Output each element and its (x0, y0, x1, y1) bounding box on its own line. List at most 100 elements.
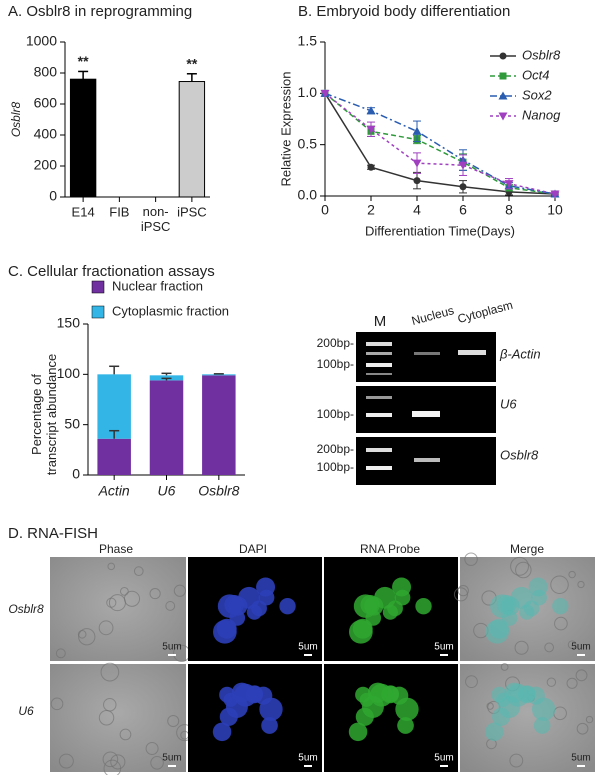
marker (458, 161, 468, 170)
texture (110, 754, 126, 770)
texture (165, 601, 176, 611)
texture (173, 584, 187, 597)
texture (106, 597, 117, 608)
texture (145, 741, 159, 756)
merge-signal (533, 717, 551, 734)
texture (509, 753, 524, 768)
texture (585, 715, 594, 724)
y-axis-label: Percentage oftranscript abundance (29, 354, 59, 475)
y-tick-label: 0.0 (298, 187, 318, 203)
texture (107, 562, 116, 571)
micrograph: 5um (324, 664, 458, 772)
bar (178, 81, 206, 198)
probe-signal (355, 707, 374, 726)
micrograph: 5um (188, 664, 322, 772)
texture (575, 669, 588, 682)
micrograph: 5um (188, 557, 322, 661)
texture (576, 722, 589, 735)
legend-label: Nuclear fraction (112, 278, 203, 293)
micrograph: 5um (50, 557, 191, 663)
marker (459, 183, 467, 191)
y-tick-label: 600 (34, 95, 58, 111)
probe-signal (348, 722, 368, 742)
merge-signal (492, 707, 511, 726)
texture (78, 628, 96, 646)
scale-label: 5um (298, 753, 317, 764)
micrograph-image (324, 664, 458, 772)
significance-label: ** (78, 53, 89, 69)
x-tick-label: 4 (413, 202, 421, 218)
gene-label: U6 (500, 396, 517, 411)
micrograph-image (50, 664, 186, 772)
texture (546, 677, 557, 687)
nucleus (219, 686, 235, 703)
bar-segment (202, 375, 236, 475)
texture (544, 642, 555, 653)
row-label: Osblr8 (8, 602, 44, 616)
nucleus (259, 697, 283, 721)
texture (58, 753, 74, 769)
gene-label: Osblr8 (500, 447, 539, 462)
ladder-label: 200bp- (317, 336, 354, 350)
y-tick-label: 100 (57, 365, 81, 381)
gel-band (414, 458, 440, 462)
marker (504, 180, 514, 189)
x-tick-label: E14 (72, 204, 95, 219)
legend-label: Oct4 (522, 67, 549, 82)
texture (50, 697, 64, 711)
texture (457, 585, 469, 597)
x-tick-label: iPSC (177, 204, 207, 219)
marker (320, 89, 330, 98)
texture (102, 751, 119, 768)
gel-band (366, 413, 392, 417)
panel-title: A. Osblr8 in reprogramming (8, 3, 192, 20)
scale-label: 5um (434, 753, 453, 764)
x-tick-label: 8 (505, 202, 513, 218)
texture (486, 702, 494, 710)
y-axis-label: Osblr8 (9, 102, 23, 138)
texture (577, 580, 585, 589)
y-tick-label: 50 (64, 415, 80, 431)
probe-signal (367, 682, 388, 703)
column-label: RNA Probe (360, 542, 420, 556)
texture (550, 575, 569, 594)
y-axis-label: Relative Expression (278, 72, 293, 187)
probe-signal (360, 595, 380, 615)
nucleus (219, 707, 238, 726)
micrograph-image (460, 664, 595, 772)
texture (568, 570, 576, 579)
gel-band (366, 342, 392, 346)
column-label: DAPI (239, 542, 267, 556)
gel-band (366, 352, 392, 355)
gel-band (366, 373, 392, 375)
marker (366, 106, 376, 115)
x-tick-label: U6 (158, 483, 176, 499)
y-tick-label: 800 (34, 64, 58, 80)
x-tick-label: 6 (459, 202, 467, 218)
gel-lane-label: Nucleus (410, 303, 456, 328)
series-line (324, 92, 556, 195)
texture (510, 556, 529, 576)
legend-marker (498, 112, 508, 121)
texture (465, 675, 478, 689)
gel-band (412, 411, 440, 417)
series-line (324, 92, 556, 195)
texture (133, 566, 144, 576)
marker (412, 159, 422, 168)
marker (550, 190, 560, 199)
ladder-label: 100bp- (317, 407, 354, 421)
column-label: Merge (510, 542, 544, 556)
texture (515, 561, 532, 579)
gel-band (414, 352, 440, 355)
marker (413, 177, 421, 185)
gel-lane-label: Cytoplasm (456, 298, 514, 326)
ladder-label: 100bp- (317, 460, 354, 474)
nucleus (258, 589, 275, 606)
nucleus (279, 598, 296, 615)
probe-signal (349, 619, 373, 644)
merge-signal (491, 686, 508, 703)
legend-label: Sox2 (522, 87, 552, 102)
texture (566, 677, 578, 689)
texture (167, 715, 180, 728)
